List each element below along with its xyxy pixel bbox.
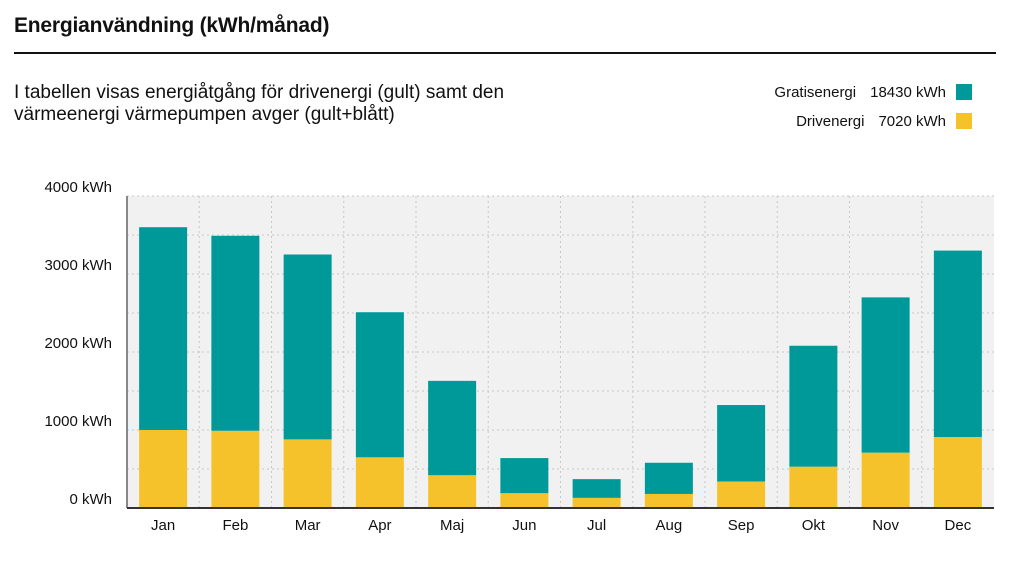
legend-total: 7020 kWh <box>878 112 946 130</box>
bar-drivenergi <box>572 497 621 508</box>
y-tick-label: 1000 kWh <box>44 413 112 430</box>
bar-drivenergi <box>933 437 982 508</box>
bar-gratisenergi <box>933 250 982 438</box>
x-tick-label: Okt <box>802 517 826 534</box>
x-tick-label: Nov <box>872 517 899 534</box>
x-tick-label: Sep <box>728 517 755 534</box>
y-tick-label: 3000 kWh <box>44 257 112 274</box>
x-tick-label: Jan <box>151 517 175 534</box>
bar-gratisenergi <box>211 235 260 431</box>
bar-drivenergi <box>500 493 549 508</box>
bar-gratisenergi <box>644 462 693 494</box>
x-tick-label: Maj <box>440 517 464 534</box>
legend-item-gratisenergi: Gratisenergi 18430 kWh <box>774 82 972 102</box>
y-tick-label: 0 kWh <box>69 491 112 508</box>
bar-gratisenergi <box>861 297 910 453</box>
chart-subtitle: I tabellen visas energiåtgång för driven… <box>14 82 505 125</box>
page-title: Energianvändning (kWh/månad) <box>14 14 330 37</box>
bar-drivenergi <box>644 493 693 508</box>
x-tick-label: Dec <box>945 517 972 534</box>
bar-drivenergi <box>139 430 188 508</box>
bar-gratisenergi <box>428 380 477 476</box>
bar-gratisenergi <box>283 254 332 440</box>
bar-gratisenergi <box>789 345 838 467</box>
legend-label: Gratisenergi <box>774 83 857 101</box>
x-tick-label: Jul <box>587 517 606 534</box>
x-tick-label: Jun <box>512 517 536 534</box>
x-tick-label: Feb <box>222 517 248 534</box>
legend-total: 18430 kWh <box>870 83 946 101</box>
bar-drivenergi <box>861 452 910 508</box>
bar-drivenergi <box>211 430 260 508</box>
bar-gratisenergi <box>717 405 766 482</box>
bar-gratisenergi <box>355 312 404 458</box>
bar-gratisenergi <box>500 458 549 494</box>
x-tick-label: Aug <box>656 517 683 534</box>
legend-item-drivenergi: Drivenergi 7020 kWh <box>774 111 972 131</box>
legend-label: Drivenergi <box>796 112 865 130</box>
y-tick-label: 4000 kWh <box>44 179 112 196</box>
legend-swatch-yellow <box>956 113 972 129</box>
bar-gratisenergi <box>139 227 188 430</box>
bar-drivenergi <box>717 481 766 508</box>
x-tick-label: Apr <box>368 517 391 534</box>
bar-gratisenergi <box>572 479 621 498</box>
y-tick-label: 2000 kWh <box>44 335 112 352</box>
x-tick-label: Mar <box>295 517 321 534</box>
bar-drivenergi <box>789 466 838 508</box>
chart-legend: Gratisenergi 18430 kWh Drivenergi 7020 k… <box>774 82 972 140</box>
bar-drivenergi <box>355 457 404 508</box>
bar-drivenergi <box>428 475 477 508</box>
legend-swatch-teal <box>956 84 972 100</box>
bar-drivenergi <box>283 439 332 508</box>
title-divider <box>14 52 996 54</box>
